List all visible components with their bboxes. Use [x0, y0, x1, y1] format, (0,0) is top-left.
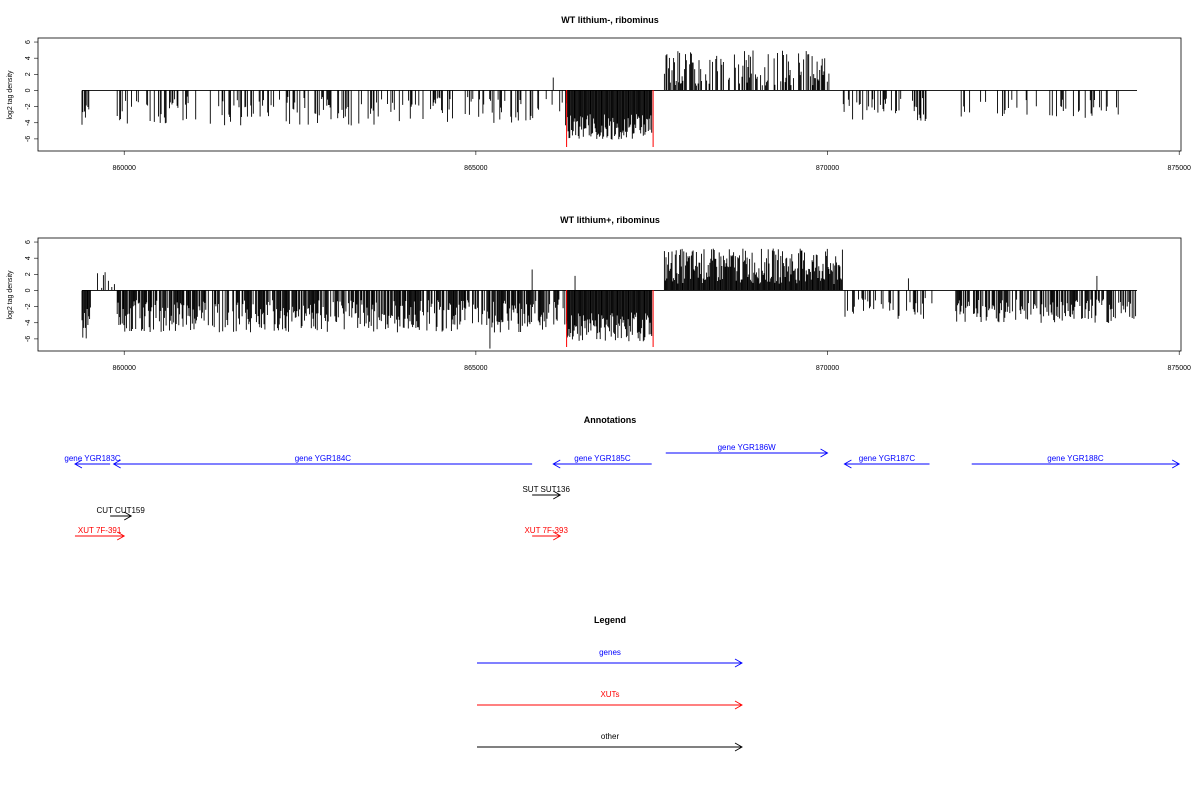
y-tick-label: 6 — [25, 240, 32, 244]
legend-label: other — [601, 732, 620, 741]
legend-item-genes: genes — [477, 648, 743, 668]
feature-label: gene YGR186W — [718, 443, 777, 452]
feature-arrowhead — [734, 700, 743, 710]
feature-label: gene YGR188C — [1047, 454, 1104, 463]
x-tick-label: 865000 — [464, 165, 487, 172]
legend-label: XUTs — [600, 690, 619, 699]
feature-label: CUT CUT159 — [97, 506, 146, 515]
y-tick-label: 4 — [25, 56, 32, 60]
tag-density-bars — [81, 248, 1137, 349]
annotations-title: Annotations — [584, 415, 637, 425]
highlight-markers — [566, 290, 654, 347]
panel-title: WT lithium-, ribominus — [561, 15, 659, 25]
feature-arrowhead — [734, 658, 743, 668]
y-tick-label: -2 — [25, 303, 32, 309]
legend-item-other: other — [477, 732, 743, 752]
feature-label: gene YGR185C — [574, 454, 631, 463]
x-tick-label: 875000 — [1168, 165, 1191, 172]
axes: 6 4 2 0 -2 -4 -6 860000 865000 870000 875000 — [25, 40, 1191, 172]
axes: 6 4 2 0 -2 -4 -6 860000 865000 870000 875000 — [25, 240, 1191, 372]
feature-arrowhead — [552, 459, 561, 469]
feature-label: gene YGR184C — [295, 454, 352, 463]
feature-genes: gene YGR188C — [971, 454, 1181, 469]
panel-title: WT lithium+, ribominus — [560, 215, 660, 225]
track-panel-lithium-minus: WT lithium-, ribominus log2 tag density … — [7, 15, 1191, 172]
y-tick-label: 0 — [25, 288, 32, 292]
feature-xuts: XUT 7F-391 — [74, 526, 126, 541]
feature-arrowhead — [116, 531, 126, 541]
y-tick-label: -4 — [25, 320, 32, 326]
y-tick-label: -2 — [25, 103, 32, 109]
x-tick-label: 865000 — [464, 365, 487, 372]
feature-other: CUT CUT159 — [97, 506, 146, 521]
y-tick-label: 2 — [25, 272, 32, 276]
x-tick-label: 875000 — [1168, 365, 1191, 372]
feature-label: SUT SUT136 — [522, 485, 570, 494]
y-tick-label: -4 — [25, 120, 32, 126]
legend: Legend genes XUTs other — [477, 615, 743, 752]
tag-density-bars — [81, 50, 1137, 140]
y-axis-label: log2 tag density — [7, 270, 14, 320]
legend-label: genes — [599, 648, 621, 657]
plot-frame — [37, 37, 1182, 152]
feature-genes: gene YGR184C — [112, 454, 533, 469]
feature-arrowhead — [820, 448, 829, 458]
feature-arrowhead — [124, 511, 133, 521]
feature-arrowhead — [734, 742, 743, 752]
legend-items: genes XUTs other — [477, 648, 743, 752]
feature-genes: gene YGR183C — [64, 454, 121, 469]
x-tick-label: 870000 — [816, 165, 839, 172]
feature-xuts: XUT 7F-393 — [524, 526, 568, 541]
feature-label: XUT 7F-391 — [78, 526, 122, 535]
legend-item-xuts: XUTs — [477, 690, 743, 710]
annotations-track: Annotations gene YGR183C gene YGR184C gene… — [64, 415, 1181, 541]
feature-label: gene YGR183C — [64, 454, 121, 463]
feature-genes: gene YGR187C — [843, 454, 930, 469]
y-tick-label: 6 — [25, 40, 32, 44]
feature-arrowhead — [112, 459, 121, 469]
x-tick-label: 860000 — [113, 365, 136, 372]
legend-title: Legend — [594, 615, 626, 625]
feature-label: XUT 7F-393 — [524, 526, 568, 535]
y-tick-label: 2 — [25, 72, 32, 76]
y-tick-label: 0 — [25, 88, 32, 92]
feature-genes: gene YGR185C — [552, 454, 652, 469]
feature-arrowhead — [553, 531, 562, 541]
feature-arrowhead — [553, 490, 562, 500]
y-tick-label: -6 — [25, 136, 32, 142]
feature-arrowhead — [1171, 459, 1181, 469]
plot-frame — [37, 237, 1182, 352]
feature-other: SUT SUT136 — [522, 485, 570, 500]
feature-genes: gene YGR186W — [665, 443, 829, 458]
feature-arrowhead — [74, 459, 83, 469]
y-tick-label: -6 — [25, 336, 32, 342]
highlight-markers — [566, 90, 654, 147]
feature-label: gene YGR187C — [859, 454, 916, 463]
x-tick-label: 870000 — [816, 365, 839, 372]
track-panel-lithium-plus: WT lithium+, ribominus log2 tag density … — [7, 215, 1191, 372]
feature-list: gene YGR183C gene YGR184C gene YGR185C gene… — [64, 443, 1181, 541]
feature-arrowhead — [843, 459, 852, 469]
y-tick-label: 4 — [25, 256, 32, 260]
y-axis-label: log2 tag density — [7, 70, 14, 120]
x-tick-label: 860000 — [113, 165, 136, 172]
